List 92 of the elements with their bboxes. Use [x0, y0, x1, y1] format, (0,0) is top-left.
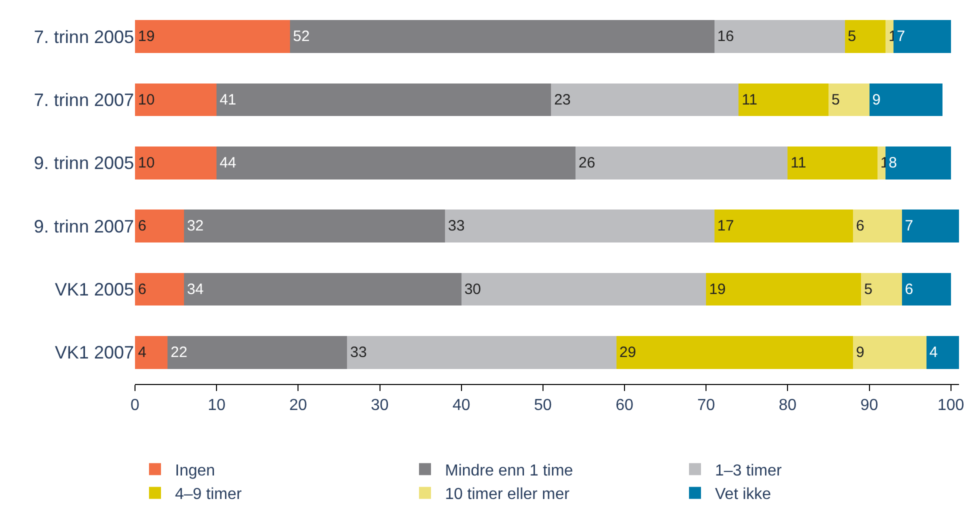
- bar: [902, 210, 959, 243]
- data-label: 16: [717, 28, 734, 46]
- data-label: 11: [742, 91, 758, 108]
- bar: [926, 336, 959, 369]
- bar: [135, 272, 184, 306]
- bar: [168, 336, 348, 369]
- bar: [738, 83, 828, 116]
- legend-label: Ingen: [175, 462, 216, 480]
- data-label: 5: [848, 28, 856, 46]
- bar: [714, 210, 853, 243]
- data-label: 7: [904, 218, 914, 235]
- bar: [886, 146, 951, 180]
- data-label: 11: [790, 154, 806, 172]
- data-label: 32: [186, 218, 204, 235]
- bar: [894, 20, 951, 54]
- bar: [869, 83, 943, 116]
- y-tick-label: 7. trinn 2005: [34, 26, 134, 47]
- bar: [788, 146, 878, 180]
- bar: [135, 83, 217, 116]
- data-label: 23: [554, 91, 571, 108]
- x-tick-label: 50: [534, 397, 552, 414]
- x-tick-label: 20: [289, 397, 308, 414]
- bar: [902, 272, 951, 306]
- bar: [861, 272, 902, 306]
- data-label: 34: [186, 280, 204, 298]
- y-tick-label: 7. trinn 2007: [34, 90, 134, 110]
- data-label: 8: [888, 154, 897, 172]
- bar: [135, 336, 168, 369]
- bar: [616, 336, 853, 369]
- y-tick-label: VK1 2005: [54, 280, 134, 300]
- x-tick-label: 80: [778, 397, 797, 414]
- data-label: 19: [138, 28, 155, 46]
- data-label: 6: [856, 218, 864, 235]
- data-label: 5: [831, 91, 840, 108]
- x-tick-label: 30: [370, 397, 389, 414]
- data-label: 29: [619, 344, 636, 361]
- data-label: 4: [929, 344, 938, 361]
- data-label: 17: [717, 218, 734, 235]
- bar: [184, 210, 446, 243]
- bar: [135, 210, 184, 243]
- x-tick-label: 90: [860, 397, 878, 414]
- data-label: 33: [350, 344, 367, 361]
- data-label: 10: [138, 154, 155, 172]
- x-tick-label: 10: [208, 397, 226, 414]
- legend-label: 10 timer eller mer: [445, 486, 570, 504]
- data-label: 30: [464, 280, 482, 298]
- bar: [576, 146, 788, 180]
- data-label: 9: [872, 91, 881, 108]
- data-label: 22: [170, 344, 188, 361]
- bar: [445, 210, 714, 243]
- y-tick-label: 9. trinn 2007: [34, 216, 134, 236]
- data-label: 6: [904, 280, 914, 298]
- legend-label: 4–9 timer: [175, 486, 242, 504]
- data-label: 33: [448, 218, 465, 235]
- data-label: 44: [220, 154, 236, 172]
- bar: [216, 83, 552, 116]
- data-label: 4: [138, 344, 146, 361]
- data-label: 52: [293, 28, 310, 46]
- bar: [347, 336, 616, 369]
- x-tick-label: 60: [616, 397, 634, 414]
- bar: [184, 272, 462, 306]
- x-tick-label: 100: [937, 397, 964, 414]
- bar: [290, 20, 714, 54]
- bar: [886, 20, 894, 54]
- bar: [135, 20, 290, 54]
- bar: [844, 20, 886, 54]
- data-label: 5: [864, 280, 872, 298]
- x-tick-label: 70: [697, 397, 716, 414]
- bar: [135, 146, 217, 180]
- data-label: 19: [709, 280, 726, 298]
- legend-label: 1–3 timer: [715, 462, 782, 480]
- bar: [461, 272, 706, 306]
- bar: [706, 272, 862, 306]
- data-label: 9: [856, 344, 864, 361]
- data-label: 26: [578, 154, 596, 172]
- bar: [551, 83, 739, 116]
- data-label: 6: [138, 280, 146, 298]
- y-tick-label: 9. trinn 2005: [34, 153, 134, 174]
- bar: [852, 210, 902, 243]
- bar: [714, 20, 845, 54]
- bar: [216, 146, 576, 180]
- data-label: 10: [138, 91, 155, 108]
- legend-label: Vet ikke: [715, 486, 772, 504]
- x-tick-label: 40: [452, 397, 470, 414]
- data-label: 41: [220, 91, 236, 108]
- data-label: 6: [138, 218, 146, 235]
- bar: [828, 83, 870, 116]
- y-tick-label: VK1 2007: [54, 342, 134, 363]
- legend-label: Mindre enn 1 time: [445, 462, 574, 480]
- bar: [852, 336, 926, 369]
- x-tick-label: 0: [130, 397, 140, 414]
- data-label: 7: [896, 28, 906, 46]
